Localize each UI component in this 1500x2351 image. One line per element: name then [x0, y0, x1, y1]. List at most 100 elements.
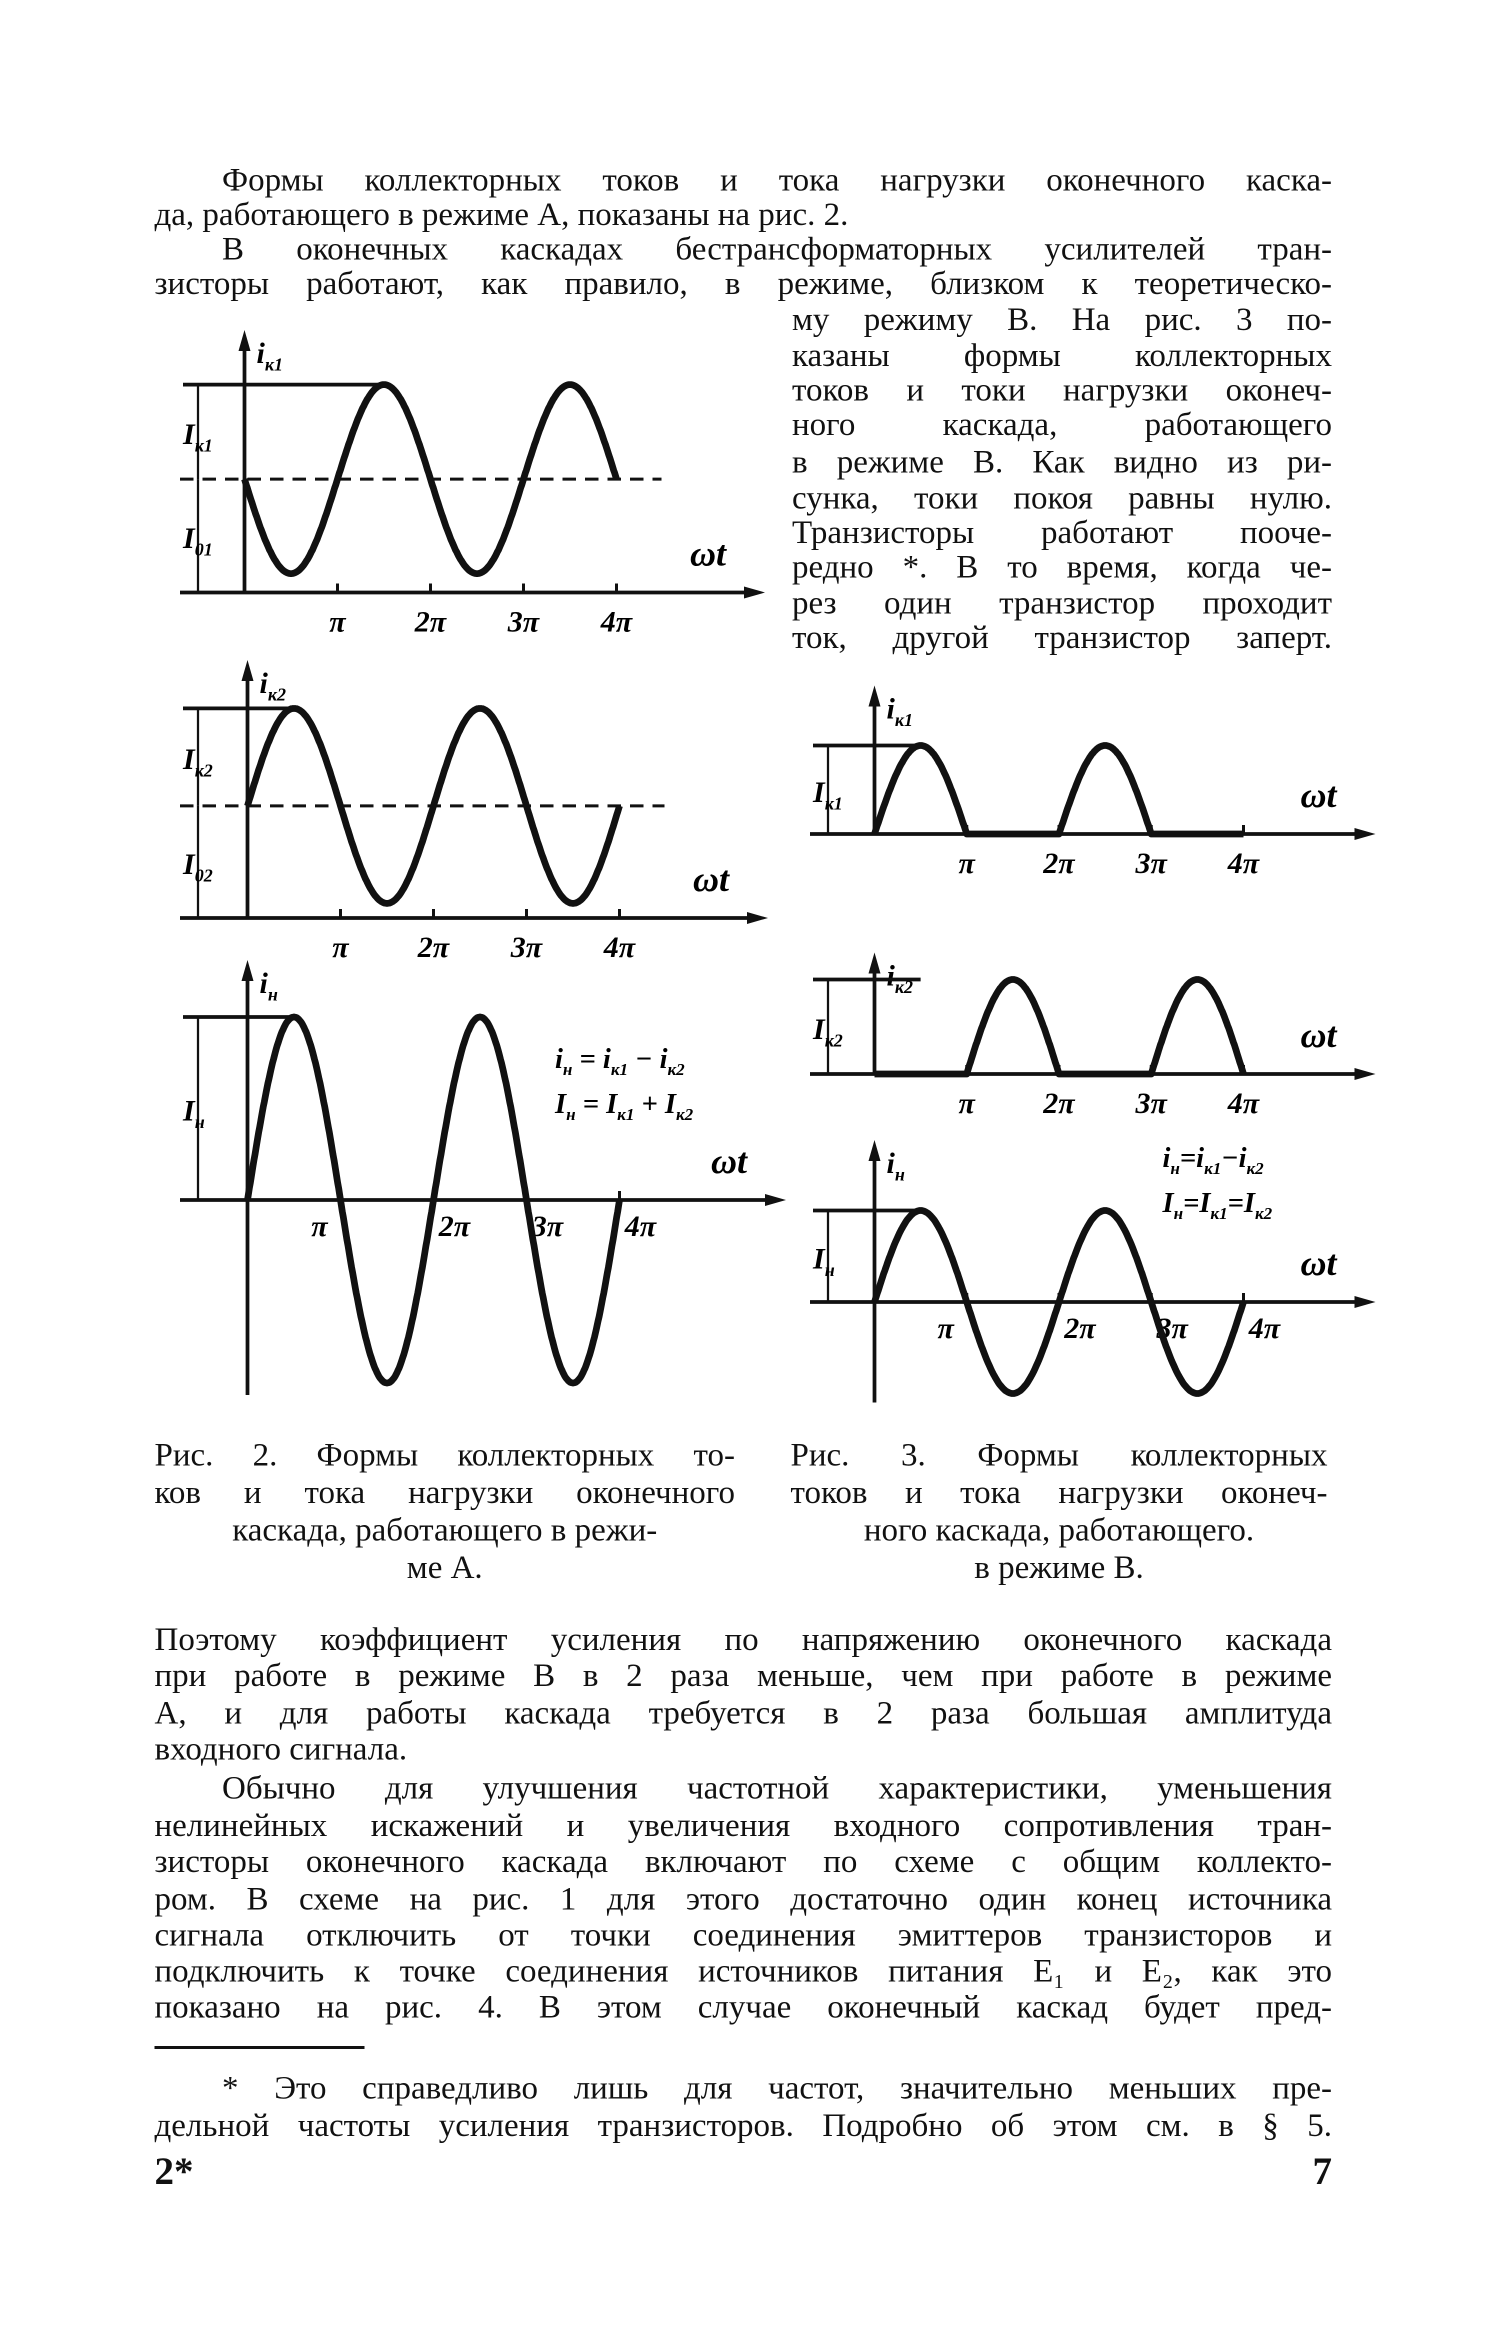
text-line: нелинейных искажений и увеличения входно… [154, 1806, 1333, 1844]
footnote-line: * Это справедливо лишь для частот, значи… [222, 2068, 1332, 2107]
caption-line: Рис. 3. Формы коллекторных [790, 1435, 1328, 1474]
amplitude-label: Iн​ [182, 1095, 205, 1133]
waveform-curve [244, 1013, 623, 1387]
text-line: Транзисторы работают пооче- [792, 513, 1332, 551]
x-tick-label: 4π [603, 931, 636, 964]
x-axis-arrow-icon [1354, 828, 1376, 840]
x-tick-label: π [332, 931, 349, 964]
offset-label: I02​ [182, 848, 213, 886]
x-axis-arrow-icon [744, 586, 765, 599]
x-tick-label: 2π [417, 931, 450, 964]
footnote-line: дельной частоты усиления транзисторов. П… [154, 2106, 1333, 2144]
x-tick-label: 2π [1042, 1087, 1075, 1120]
formula: Iн​=Iк1​=Iк2​ [1162, 1188, 1273, 1223]
text-line: зисторы оконечного каскада включают по с… [154, 1842, 1333, 1880]
text-line: сигнала отключить от точки соединения эм… [154, 1915, 1333, 1954]
x-axis-arrow-icon [1354, 1068, 1376, 1080]
x-tick-label: 3π [1135, 847, 1168, 880]
amplitude-label: Iк2​ [182, 743, 213, 781]
x-axis-label: ωt [1301, 1243, 1338, 1283]
page-number: 7 [1312, 2149, 1333, 2193]
caption-line: ме А. [406, 1548, 483, 1586]
x-tick-label: π [329, 606, 346, 639]
x-tick-label: 3π [510, 931, 543, 964]
x-axis-label: ωt [711, 1141, 748, 1181]
y-axis-arrow-icon [241, 960, 254, 981]
text-line: А, и для работы каскада требуется в 2 ра… [154, 1693, 1333, 1732]
y-axis-arrow-icon [868, 1140, 881, 1161]
x-tick-label: π [959, 847, 976, 880]
waveform-curve [872, 976, 1247, 1078]
text-line: в режиме В. Как видно из ри- [792, 442, 1332, 481]
formula: iн​ = iк1​ − iк2​ [555, 1044, 685, 1079]
caption-line: ков и тока нагрузки оконечного [154, 1473, 736, 1511]
y-axis-label: iк2​ [260, 667, 286, 705]
x-tick-label: π [959, 1087, 976, 1120]
x-axis-label: ωt [690, 534, 727, 574]
y-axis-label: iн​ [260, 967, 278, 1005]
text-line: Обычно для улучшения частотной характери… [222, 1768, 1332, 1807]
x-tick-label: 2π [1063, 1312, 1096, 1345]
formula: iн​=iк1​−iк2​ [1163, 1143, 1265, 1178]
signature-mark: 2* [154, 2149, 194, 2193]
x-tick-label: π [311, 1210, 328, 1243]
text-line: рез один транзистор проходит [792, 583, 1332, 622]
y-axis-arrow-icon [868, 952, 881, 974]
text-line: ток, другой транзистор заперт. [792, 618, 1332, 656]
caption-line: Рис. 2. Формы коллекторных то- [154, 1435, 736, 1474]
amplitude-label: Iн​ [812, 1242, 835, 1280]
y-axis-label: iк2​ [887, 960, 913, 998]
y-axis-arrow-icon [868, 685, 881, 707]
x-tick-label: 4π [1227, 1087, 1260, 1120]
y-axis-label: iк1​ [257, 337, 283, 375]
footnote-divider [154, 2046, 365, 2049]
y-axis-label: iн​ [887, 1147, 905, 1185]
waveform-curve [871, 1207, 1247, 1397]
x-axis-label: ωt [693, 859, 730, 899]
x-axis-label: ωt [1301, 775, 1338, 815]
x-tick-label: 4π [600, 606, 633, 639]
text-line: ного каскада, работающего [792, 405, 1332, 443]
x-tick-label: 4π [1248, 1312, 1281, 1345]
text-line: му режиму В. На рис. 3 по- [792, 300, 1332, 338]
text-line: Формы коллекторных токов и тока нагрузки… [222, 160, 1332, 199]
text-line: ром. В схеме на рис. 1 для этого достато… [154, 1879, 1333, 1918]
caption-line: каскада, работающего в режи- [232, 1510, 658, 1549]
x-tick-label: π [938, 1312, 955, 1345]
text-line: да, работающего в режиме А, показаны на … [154, 195, 849, 233]
text-line: показано на рис. 4. В этом случае оконеч… [154, 1987, 1333, 2026]
offset-label: I01​ [182, 522, 213, 560]
formula: Iн​ = Iк1​ + Iк2​ [554, 1089, 694, 1124]
x-tick-label: 2π [414, 606, 447, 639]
x-tick-label: 3π [1135, 1087, 1168, 1120]
text-line: редно *. В то время, когда че- [792, 547, 1332, 586]
x-axis-label: ωt [1301, 1015, 1338, 1055]
caption-line: в режиме В. [974, 1548, 1144, 1586]
text-line: сунка, токи покоя равны нулю. [792, 478, 1332, 517]
caption-line: токов и тока нагрузки оконеч- [790, 1473, 1328, 1511]
x-axis-arrow-icon [747, 912, 768, 924]
x-axis-arrow-icon [765, 1194, 786, 1206]
waveform-curve [871, 742, 1246, 838]
x-tick-label: 2π [438, 1210, 471, 1243]
waveform-curve [241, 381, 620, 577]
x-tick-label: 3π [531, 1210, 564, 1243]
text-line: Поэтому коэффициент усиления по напряжен… [154, 1620, 1333, 1658]
x-axis-arrow-icon [1354, 1296, 1376, 1308]
text-line: входного сигнала. [154, 1729, 408, 1768]
x-tick-label: 2π [1042, 847, 1075, 880]
text-line: токов и токи нагрузки оконеч- [792, 370, 1332, 409]
y-axis-label: iк1​ [887, 693, 913, 731]
amplitude-label: Iк1​ [812, 776, 843, 814]
x-tick-label: 3π [507, 606, 540, 639]
x-tick-label: 4π [1227, 847, 1260, 880]
y-axis-arrow-icon [238, 330, 251, 351]
caption-line: ного каскада, работающего. [863, 1510, 1255, 1549]
amplitude-label: Iк2​ [812, 1013, 843, 1051]
x-tick-label: 4π [624, 1210, 657, 1243]
text-line: зисторы работают, как правило, в режиме,… [154, 264, 1333, 302]
text-line: при работе в режиме В в 2 раза меньше, ч… [154, 1656, 1333, 1694]
text-line: подключить к точке соединения источников… [154, 1951, 1333, 1990]
